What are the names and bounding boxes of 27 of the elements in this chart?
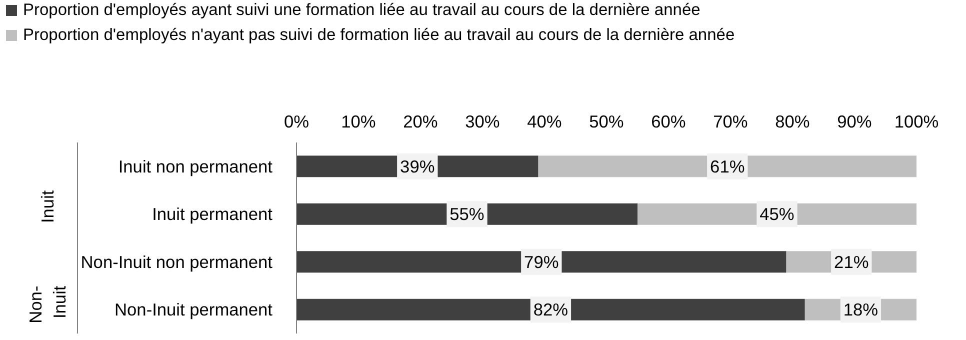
y-tick-label: Inuit non permanent bbox=[118, 156, 273, 176]
legend-label: Proportion d'employés n'ayant pas suivi de formation liée au travail au cours de la dernière année bbox=[23, 25, 735, 46]
data-label: 79% bbox=[524, 252, 559, 272]
x-tick-label: 40% bbox=[527, 112, 562, 132]
x-tick-label: 50% bbox=[589, 112, 624, 132]
data-label: 21% bbox=[834, 252, 869, 272]
x-tick-label: 0% bbox=[284, 112, 310, 132]
x-tick-label: 60% bbox=[651, 112, 686, 132]
x-tick-label: 30% bbox=[465, 112, 500, 132]
x-tick-label: 20% bbox=[403, 112, 438, 132]
data-label: 45% bbox=[760, 204, 794, 224]
y-tick-label: Non-Inuit non permanent bbox=[80, 252, 273, 272]
data-label: 39% bbox=[400, 156, 435, 176]
legend-label: Proportion d'employés ayant suivi une formation liée au travail au cours de la dernière année bbox=[23, 0, 700, 21]
x-tick-label: 80% bbox=[775, 112, 810, 132]
x-tick-label: 70% bbox=[713, 112, 748, 132]
data-label: 61% bbox=[710, 156, 745, 176]
text: Inuit bbox=[38, 190, 58, 224]
y-tick-label: Inuit permanent bbox=[152, 204, 273, 224]
data-label: 55% bbox=[450, 204, 484, 224]
x-tick-label: 100% bbox=[894, 112, 939, 132]
y-tick-label: Non-Inuit permanent bbox=[114, 300, 273, 320]
x-tick-label: 10% bbox=[341, 112, 376, 132]
data-label: 82% bbox=[533, 300, 568, 320]
data-label: 18% bbox=[843, 300, 878, 320]
x-tick-label: 90% bbox=[837, 112, 872, 132]
text: Non-Inuit bbox=[26, 286, 70, 324]
